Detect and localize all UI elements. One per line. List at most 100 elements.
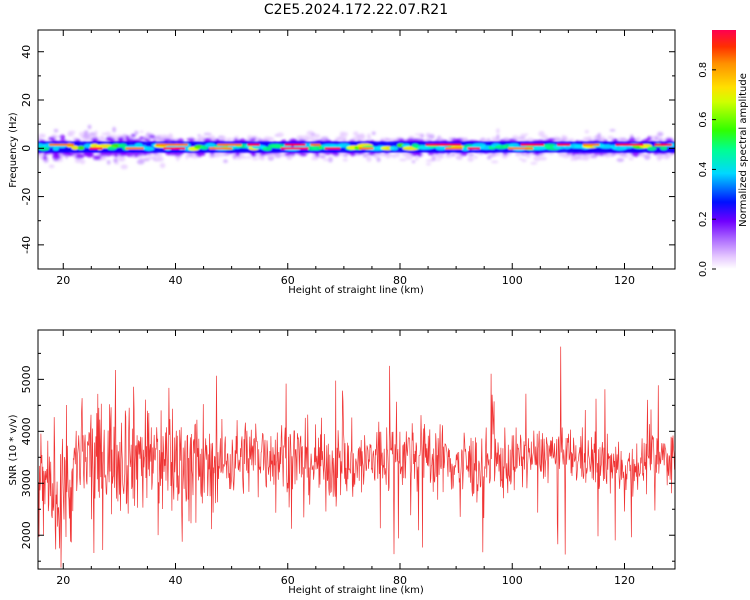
spectrogram-speckle bbox=[80, 159, 86, 165]
spectrogram-x-ticks: 20 40 60 80 100 120 bbox=[56, 30, 654, 287]
colorbar-tick-label: 0.8 bbox=[698, 62, 709, 78]
spectrogram-speckle bbox=[197, 134, 201, 137]
figure-title: C2E5.2024.172.22.07.R21 bbox=[264, 2, 448, 18]
spectrogram-peak bbox=[445, 147, 463, 150]
spectrogram-speckle bbox=[136, 159, 145, 165]
snr-y-tick-label: 5000 bbox=[20, 365, 33, 393]
spectrogram-speckle bbox=[185, 153, 189, 160]
spectrogram-peak bbox=[525, 147, 534, 150]
spectrogram-speckle bbox=[112, 126, 117, 133]
spectrogram-speckle bbox=[425, 159, 434, 162]
spectrogram-peak bbox=[89, 147, 103, 150]
spectrogram-peak bbox=[217, 143, 242, 146]
spectrogram-speckle bbox=[644, 154, 651, 160]
spectrogram-speckle bbox=[420, 134, 424, 138]
spectrogram-y-tick-label: 20 bbox=[20, 93, 33, 107]
colorbar-tick-label: 0.6 bbox=[698, 112, 709, 128]
spectrogram-blob bbox=[75, 153, 85, 159]
spectrogram-speckle bbox=[176, 155, 180, 162]
snr-x-tick-label: 100 bbox=[502, 574, 523, 587]
colorbar-label: Normalized spectral amplitude bbox=[738, 73, 749, 227]
colorbar-tick-label: 0.4 bbox=[698, 161, 709, 177]
spectrogram-speckle bbox=[210, 154, 216, 158]
spectrogram-speckle bbox=[100, 158, 107, 161]
spectrogram-peak bbox=[247, 143, 260, 146]
spectrogram-y-ticks: -40 -20 0 20 40 bbox=[20, 45, 675, 270]
spectrogram-speckle bbox=[521, 158, 527, 163]
spectrogram-blob bbox=[92, 155, 102, 161]
spectrogram-speckle bbox=[582, 136, 590, 143]
spectrogram-speckle bbox=[164, 134, 173, 139]
spectrogram-y-tick-label: -40 bbox=[20, 236, 33, 254]
spectrogram-speckle bbox=[392, 154, 397, 159]
spectrogram-x-tick-label: 40 bbox=[169, 274, 183, 287]
snr-panel: 20 40 60 80 100 120 2000 3000 4000 5000 Height o… bbox=[8, 329, 676, 596]
spectrogram-speckle bbox=[104, 131, 111, 136]
spectrogram-speckle bbox=[83, 133, 90, 139]
spectrogram-blob bbox=[186, 138, 196, 142]
spectrogram-speckle bbox=[341, 131, 348, 137]
spectrogram-speckle bbox=[53, 129, 59, 133]
spectrogram-y-axis-label: Frequency (Hz) bbox=[8, 112, 19, 188]
spectrogram-frame bbox=[37, 29, 676, 270]
spectrogram-speckle bbox=[365, 155, 369, 159]
spectrogram-speckle bbox=[230, 138, 235, 141]
spectrogram-peak bbox=[358, 147, 374, 150]
spectrogram-speckle bbox=[342, 158, 348, 162]
spectrogram-peak bbox=[310, 143, 321, 146]
spectrogram-speckle bbox=[502, 137, 510, 141]
spectrogram-peak bbox=[49, 143, 74, 146]
spectrogram-speckle bbox=[399, 158, 407, 162]
spectrogram-speckle bbox=[274, 152, 282, 159]
spectrogram-speckle bbox=[227, 137, 232, 141]
spectrogram-cell bbox=[90, 143, 99, 148]
spectrogram-speckle bbox=[607, 135, 614, 140]
spectrogram-peak bbox=[557, 143, 571, 146]
spectrogram-speckle bbox=[68, 130, 76, 135]
colorbar-tick-label: 0.2 bbox=[698, 211, 709, 227]
spectrogram-speckle bbox=[120, 164, 128, 170]
spectrogram-speckle bbox=[467, 153, 475, 157]
spectrogram-y-tick-label: 0 bbox=[20, 145, 33, 152]
spectrogram-speckle bbox=[654, 135, 659, 142]
spectrogram-speckle bbox=[159, 134, 163, 139]
spectrogram-peak bbox=[284, 143, 306, 146]
spectrogram-speckle bbox=[583, 154, 591, 159]
spectrogram-speckle bbox=[311, 157, 319, 161]
spectrogram-blob bbox=[647, 135, 652, 141]
spectrogram-speckle bbox=[567, 139, 575, 143]
snr-x-tick-label: 40 bbox=[169, 574, 183, 587]
spectrogram-speckle bbox=[101, 132, 106, 136]
spectrogram-cell bbox=[659, 145, 668, 151]
snr-x-tick-label: 80 bbox=[393, 574, 407, 587]
spectrogram-y-tick-label: 40 bbox=[20, 45, 33, 59]
spectrogram-peak bbox=[324, 147, 341, 150]
snr-frame bbox=[37, 329, 676, 570]
spectrogram-speckle bbox=[94, 130, 98, 136]
spectrogram-speckle bbox=[187, 151, 193, 158]
spectrogram-speckle bbox=[310, 133, 316, 136]
spectrogram-speckle bbox=[405, 154, 414, 160]
snr-x-tick-label: 20 bbox=[56, 574, 70, 587]
spectrogram-peak bbox=[440, 143, 462, 146]
spectrogram-blob bbox=[235, 151, 241, 157]
snr-series-line bbox=[38, 346, 675, 568]
spectrogram-cell bbox=[262, 146, 272, 151]
spectrogram-blob bbox=[105, 136, 113, 143]
snr-x-axis-label: Height of straight line (km) bbox=[288, 585, 424, 596]
spectrogram-speckle bbox=[530, 162, 538, 165]
spectrogram-blob bbox=[148, 134, 156, 139]
spectrogram-speckle bbox=[640, 153, 644, 156]
spectrogram-cell bbox=[508, 143, 520, 148]
spectrogram-peak bbox=[654, 143, 672, 146]
spectrogram-peak bbox=[520, 143, 545, 146]
spectrogram-speckle bbox=[134, 130, 139, 136]
snr-y-tick-label: 3000 bbox=[20, 469, 33, 497]
spectrogram-speckle bbox=[367, 136, 372, 140]
spectrogram-speckle bbox=[159, 162, 166, 169]
spectrogram-speckle bbox=[145, 156, 154, 160]
spectrogram-speckle bbox=[328, 156, 333, 163]
spectrogram-speckle bbox=[251, 157, 259, 161]
snr-y-ticks: 2000 3000 4000 5000 bbox=[20, 352, 675, 562]
spectrogram-speckle bbox=[623, 155, 629, 158]
